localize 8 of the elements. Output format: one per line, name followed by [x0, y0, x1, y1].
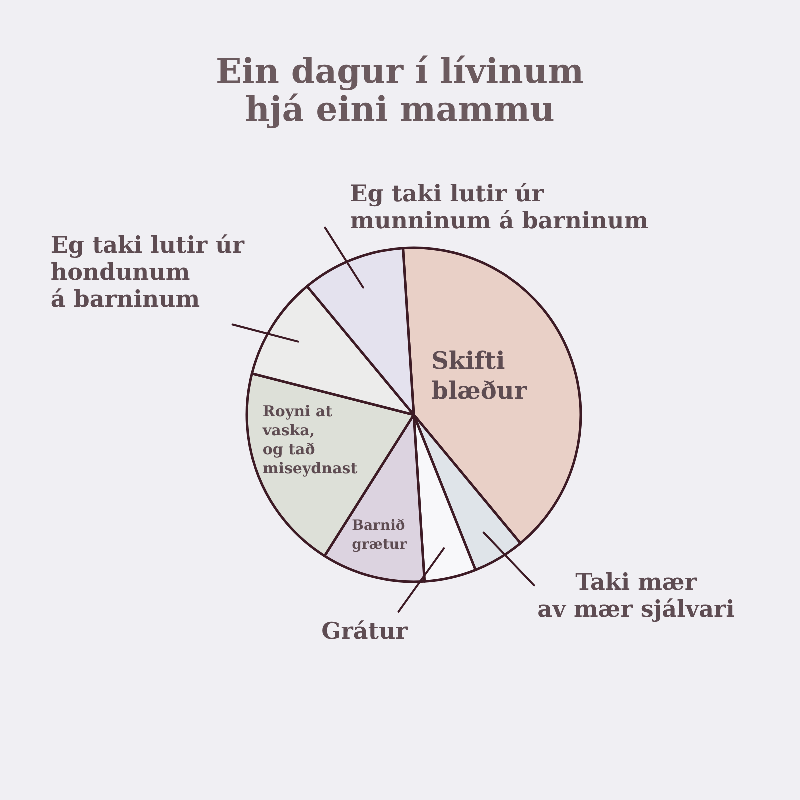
slice-label: Royni at vaska, og tað miseydnast — [262, 402, 358, 478]
slice-label: Grátur — [322, 618, 409, 645]
slice-label: Taki mær av mær sjálvari — [538, 569, 736, 624]
slice-label: Eg taki lutir úr hondunum á barninum — [50, 232, 246, 313]
slice-label: Skifti blæður — [432, 346, 528, 406]
slice-label: Barnið grætur — [352, 518, 408, 553]
slice-label: Eg taki lutir úr munninum á barninum — [350, 180, 649, 234]
chart-title: Ein dagur í lívinum hjá eini mammu — [216, 52, 584, 130]
